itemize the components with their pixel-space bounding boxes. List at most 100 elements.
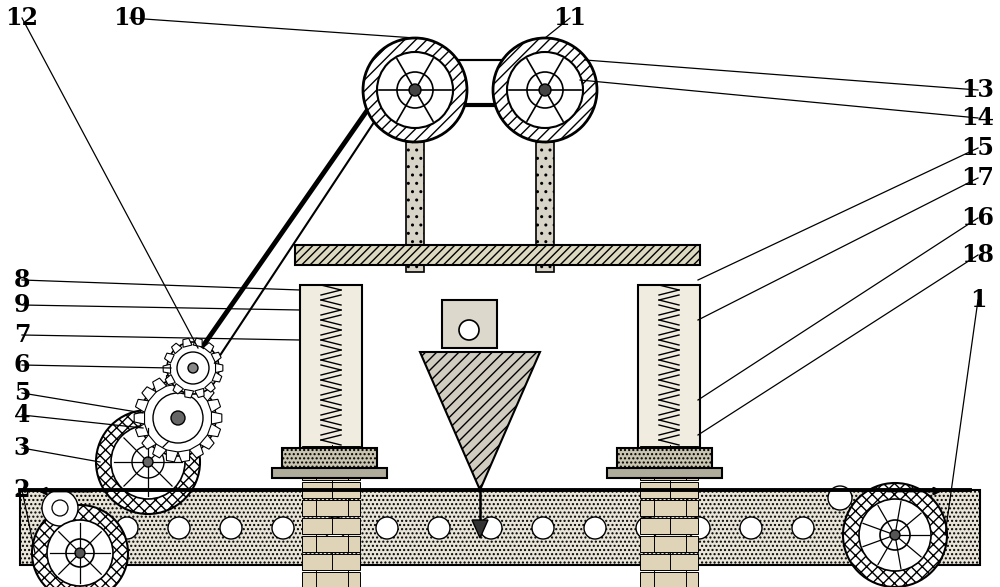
Bar: [302, 446, 360, 462]
Polygon shape: [173, 383, 183, 394]
Bar: [607, 468, 722, 478]
Polygon shape: [207, 424, 221, 437]
Bar: [302, 536, 360, 552]
Polygon shape: [142, 387, 156, 401]
Circle shape: [272, 517, 294, 539]
Text: 3: 3: [14, 436, 30, 460]
Circle shape: [584, 517, 606, 539]
Circle shape: [828, 486, 852, 510]
Circle shape: [636, 517, 658, 539]
Polygon shape: [200, 387, 214, 401]
Circle shape: [42, 490, 78, 526]
Bar: [20, 490, 980, 565]
Text: 8: 8: [14, 268, 30, 292]
Bar: [300, 285, 362, 450]
Text: 9: 9: [14, 293, 30, 317]
Circle shape: [96, 410, 200, 514]
Circle shape: [480, 517, 502, 539]
Circle shape: [493, 38, 597, 142]
Text: 10: 10: [114, 6, 147, 30]
Polygon shape: [193, 338, 202, 347]
Text: 2: 2: [14, 478, 30, 502]
Circle shape: [132, 446, 164, 478]
Polygon shape: [153, 378, 167, 392]
Polygon shape: [420, 352, 540, 490]
Circle shape: [532, 517, 554, 539]
Bar: [640, 572, 698, 587]
Circle shape: [168, 517, 190, 539]
Bar: [640, 446, 698, 462]
Circle shape: [111, 425, 185, 499]
Circle shape: [376, 517, 398, 539]
Circle shape: [507, 52, 583, 128]
Text: 17: 17: [961, 166, 994, 190]
Bar: [302, 482, 360, 498]
Circle shape: [153, 393, 203, 443]
Polygon shape: [211, 412, 222, 424]
Polygon shape: [189, 444, 203, 458]
Polygon shape: [135, 424, 149, 437]
Text: 6: 6: [14, 353, 30, 377]
Circle shape: [167, 342, 219, 394]
Circle shape: [843, 483, 947, 587]
Polygon shape: [165, 353, 174, 363]
Text: 16: 16: [961, 206, 994, 230]
Bar: [302, 572, 360, 587]
Polygon shape: [189, 378, 203, 392]
Circle shape: [890, 530, 900, 540]
Circle shape: [409, 84, 421, 96]
Circle shape: [740, 517, 762, 539]
Polygon shape: [134, 412, 145, 424]
Circle shape: [116, 517, 138, 539]
Circle shape: [859, 499, 931, 571]
Circle shape: [32, 505, 128, 587]
Bar: [302, 554, 360, 570]
Circle shape: [143, 457, 153, 467]
Bar: [640, 500, 698, 516]
Text: 1: 1: [970, 288, 986, 312]
Circle shape: [52, 500, 68, 516]
Polygon shape: [166, 374, 178, 386]
Circle shape: [177, 352, 209, 384]
Circle shape: [66, 539, 94, 567]
Text: 15: 15: [962, 136, 994, 160]
Polygon shape: [185, 389, 194, 398]
Bar: [617, 448, 712, 470]
Bar: [302, 464, 360, 480]
Polygon shape: [163, 364, 171, 373]
Circle shape: [792, 517, 814, 539]
Text: 7: 7: [14, 323, 30, 347]
Circle shape: [324, 517, 346, 539]
Bar: [442, 300, 497, 348]
Circle shape: [527, 72, 563, 108]
Polygon shape: [205, 382, 215, 392]
Text: 13: 13: [962, 78, 994, 102]
Polygon shape: [200, 435, 214, 449]
Bar: [282, 448, 377, 470]
Polygon shape: [178, 374, 190, 386]
Polygon shape: [195, 389, 204, 397]
Circle shape: [75, 548, 85, 558]
Polygon shape: [183, 338, 192, 348]
Bar: [640, 518, 698, 534]
Polygon shape: [472, 520, 488, 538]
Bar: [640, 482, 698, 498]
Circle shape: [880, 520, 910, 550]
Circle shape: [47, 520, 113, 586]
Polygon shape: [203, 343, 214, 353]
Bar: [640, 464, 698, 480]
Bar: [295, 245, 700, 265]
Bar: [302, 518, 360, 534]
Polygon shape: [135, 399, 149, 412]
Bar: [272, 468, 387, 478]
Polygon shape: [153, 444, 167, 458]
Circle shape: [171, 411, 185, 425]
Circle shape: [896, 517, 918, 539]
Text: 14: 14: [961, 106, 994, 130]
Circle shape: [539, 84, 551, 96]
Polygon shape: [178, 450, 190, 462]
Polygon shape: [211, 352, 221, 362]
Text: 18: 18: [961, 243, 994, 267]
Polygon shape: [172, 343, 182, 354]
Circle shape: [844, 517, 866, 539]
